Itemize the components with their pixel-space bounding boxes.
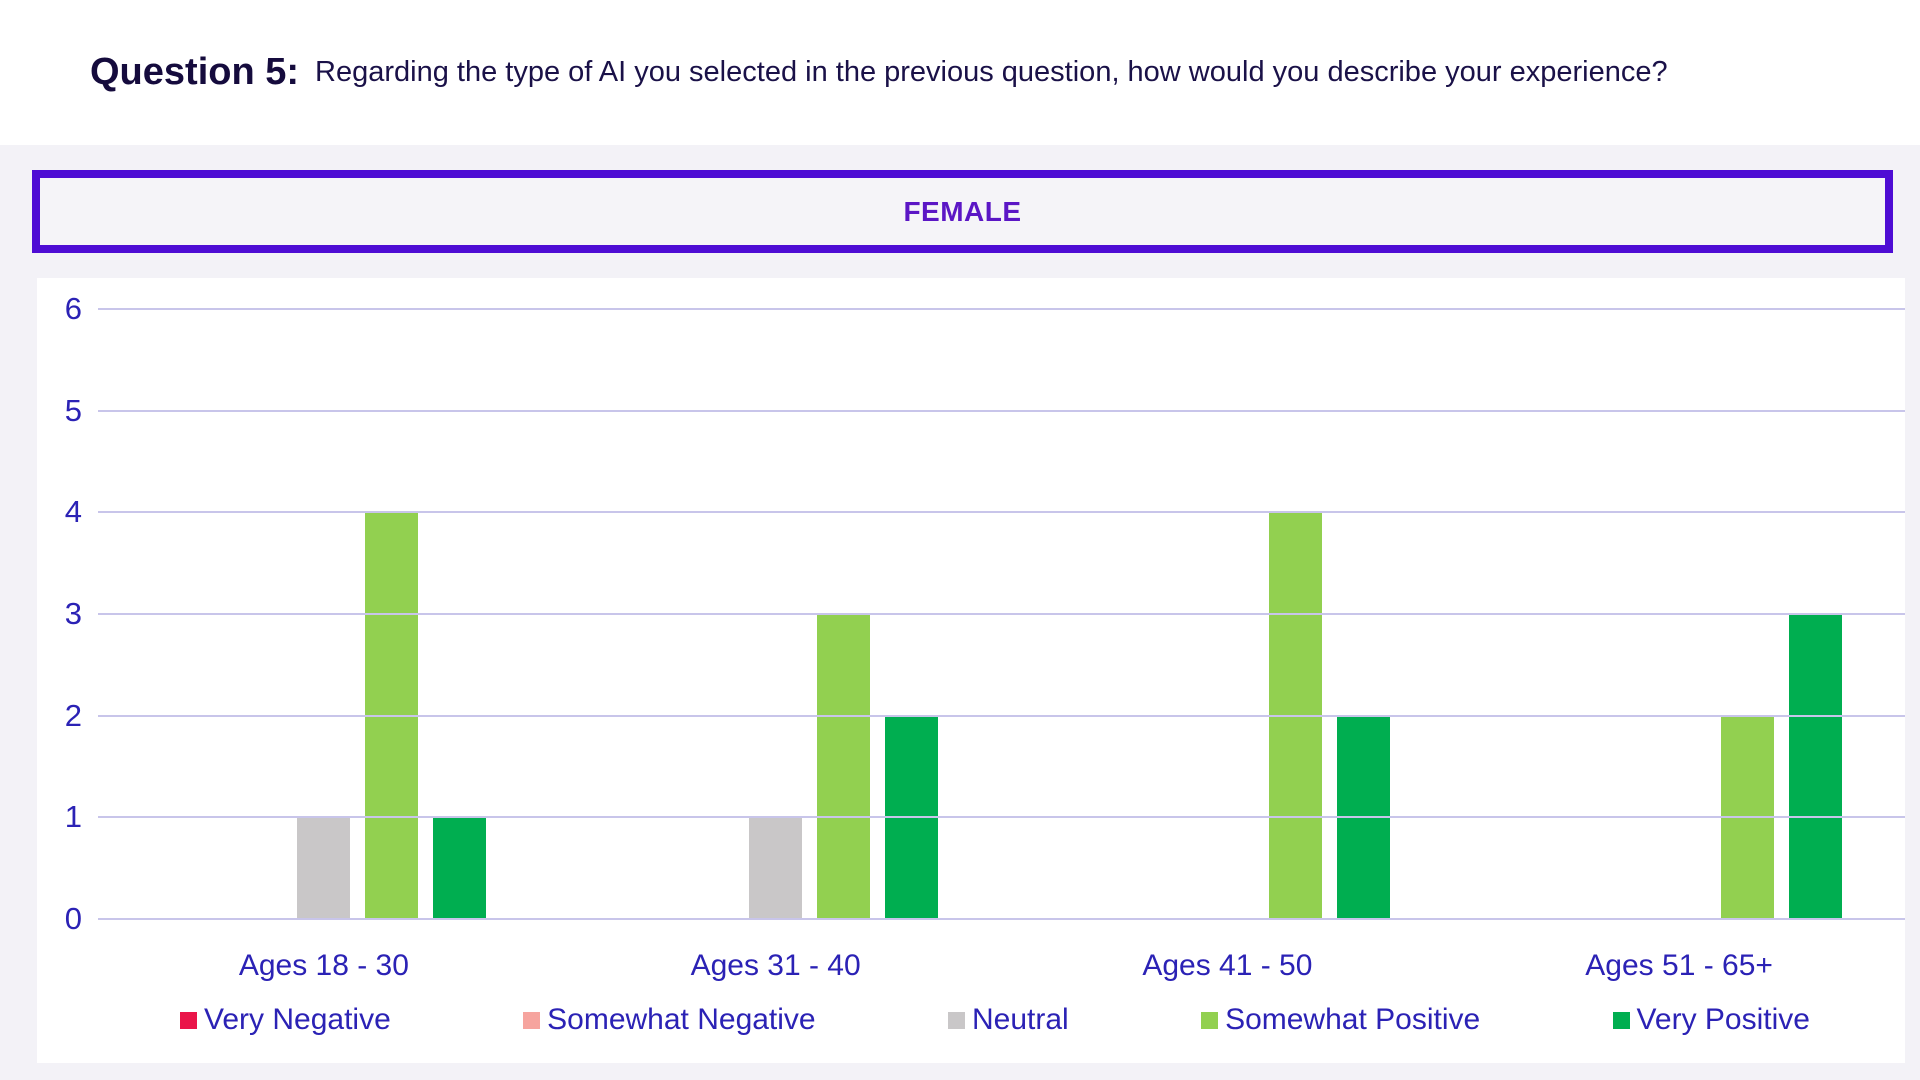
plot-area <box>98 308 1905 920</box>
legend-item-somewhat-positive: Somewhat Positive <box>1201 1003 1480 1037</box>
legend-swatch-icon <box>180 1011 197 1029</box>
y-tick-label-1: 1 <box>64 799 82 835</box>
gridline-4 <box>98 511 1905 514</box>
legend-swatch-icon <box>947 1011 965 1029</box>
gridline-2 <box>98 714 1905 717</box>
legend-swatch-icon <box>1201 1011 1219 1029</box>
gridline-3 <box>98 613 1905 615</box>
legend-label: Somewhat Negative <box>547 1003 816 1036</box>
bar-very-positive <box>1788 614 1842 919</box>
y-tick-label-0: 0 <box>64 901 82 936</box>
legend-item-very-negative: Very Negative <box>180 1003 391 1037</box>
x-label-ages-31-40: Ages 31 - 40 <box>690 949 861 982</box>
legend-swatch-icon <box>1612 1011 1630 1029</box>
legend-item-very-positive: Very Positive <box>1612 1003 1810 1037</box>
question-number: Question 5: <box>90 51 300 93</box>
y-axis: 6 5 4 3 2 1 0 <box>37 291 98 936</box>
group-banner: FEMALE <box>32 170 1893 253</box>
y-tick-label-6: 6 <box>64 291 82 326</box>
legend-label: Very Positive <box>1636 1003 1810 1036</box>
gridline-6 <box>98 308 1905 310</box>
gridline-1 <box>98 816 1905 819</box>
legend-item-neutral: Neutral <box>947 1003 1069 1037</box>
legend-label: Neutral <box>971 1003 1069 1036</box>
plot-wrap: 6 5 4 3 2 1 0 <box>37 291 1905 936</box>
question-title-band: Question 5: Regarding the type of AI you… <box>0 0 1920 145</box>
group-banner-label: FEMALE <box>903 195 1022 227</box>
legend-label: Very Negative <box>204 1003 391 1036</box>
bar-neutral <box>297 817 351 919</box>
bar-chart: 6 5 4 3 2 1 0 Ages 18 - 30 Ages 31 - 40 Ages 41 … <box>37 278 1905 1063</box>
x-label-ages-41-50: Ages 41 - 50 <box>1142 949 1313 982</box>
gridline-5 <box>98 409 1905 412</box>
legend-item-somewhat-negative: Somewhat Negative <box>523 1003 816 1037</box>
bar-neutral <box>749 817 803 919</box>
legend-label: Somewhat Positive <box>1225 1003 1481 1036</box>
bar-very-positive <box>433 817 487 919</box>
y-tick-label-3: 3 <box>64 596 82 631</box>
gridline-0 <box>98 918 1905 920</box>
y-tick-label-5: 5 <box>64 392 82 428</box>
legend-swatch-icon <box>523 1011 541 1029</box>
x-axis-labels: Ages 18 - 30 Ages 31 - 40 Ages 41 - 50 Ages… <box>98 949 1905 983</box>
x-label-ages-51-65-: Ages 51 - 65+ <box>1585 949 1773 982</box>
question-text: Regarding the type of AI you selected in… <box>315 56 1668 88</box>
x-label-ages-18-30: Ages 18 - 30 <box>238 949 409 982</box>
y-tick-label-2: 2 <box>64 697 82 733</box>
bar-somewhat-positive <box>817 614 871 919</box>
chart-legend: Very Negative Somewhat Negative Neutral Som… <box>37 1003 1905 1037</box>
y-tick-label-4: 4 <box>64 494 82 530</box>
